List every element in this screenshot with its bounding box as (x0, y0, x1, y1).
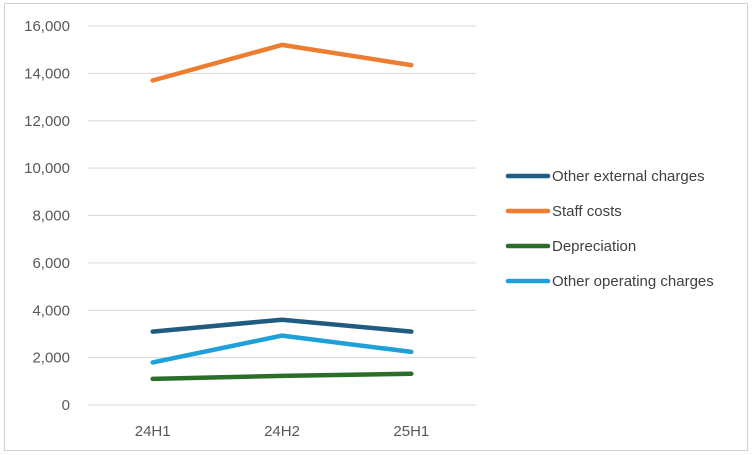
y-tick-label: 16,000 (24, 18, 70, 35)
series-line-other-external-charges (150, 317, 414, 334)
y-axis-tick-labels: 0 2,000 4,000 6,000 8,000 10,000 12,000 14,000 1… (24, 18, 70, 414)
x-axis-tick-labels: 24H1 24H2 25H1 (135, 423, 430, 440)
legend-label-other-operating-charges: Other operating charges (552, 273, 714, 290)
series-line-depreciation (150, 371, 414, 382)
y-tick-label: 12,000 (24, 113, 70, 130)
legend-label-staff-costs: Staff costs (552, 203, 622, 220)
y-tick-label: 4,000 (32, 302, 70, 319)
y-tick-label: 6,000 (32, 255, 70, 272)
legend-label-other-external-charges: Other external charges (552, 168, 705, 185)
series-line-staff-costs (150, 42, 414, 83)
gridlines (88, 25, 476, 406)
series-lines (150, 42, 414, 382)
x-tick-label: 24H1 (135, 423, 171, 440)
series-line-other-operating-charges (150, 333, 414, 365)
legend-label-depreciation: Depreciation (552, 238, 636, 255)
legend: Other external charges Staff costs Depreci… (505, 168, 714, 290)
x-tick-label: 24H2 (264, 423, 300, 440)
x-tick-label: 25H1 (393, 423, 429, 440)
y-tick-label: 10,000 (24, 160, 70, 177)
y-tick-label: 14,000 (24, 65, 70, 82)
y-tick-label: 8,000 (32, 208, 70, 225)
y-tick-label: 2,000 (32, 350, 70, 367)
y-tick-label: 0 (62, 397, 70, 414)
